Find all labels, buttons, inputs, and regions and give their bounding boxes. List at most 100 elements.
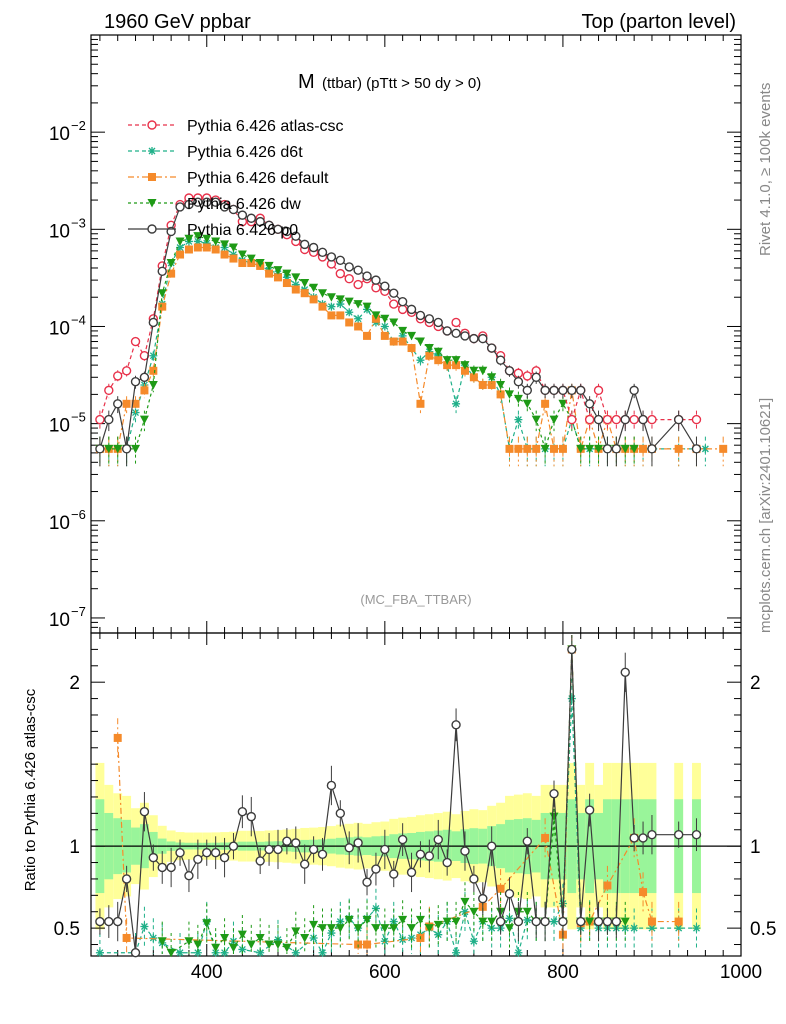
data-point <box>335 295 345 304</box>
ratio-point <box>371 924 381 933</box>
data-point <box>299 239 310 250</box>
ratio-y-tick-label: 2 <box>750 673 761 694</box>
data-point <box>167 269 176 278</box>
ratio-point <box>469 937 478 946</box>
data-point <box>691 444 702 454</box>
data-point <box>567 414 577 425</box>
data-point <box>549 385 559 396</box>
data-point <box>282 226 292 237</box>
ratio-point <box>139 807 150 817</box>
data-point <box>549 415 559 425</box>
ratio-point <box>478 893 488 904</box>
data-point <box>514 444 523 453</box>
ratio-point <box>176 948 185 957</box>
data-point <box>318 289 328 298</box>
data-point <box>380 314 390 324</box>
data-point <box>166 259 176 268</box>
ratio-point <box>469 874 479 884</box>
legend-marker <box>148 173 156 181</box>
data-point <box>113 399 123 409</box>
ratio-point <box>149 933 158 942</box>
data-point <box>540 444 550 454</box>
data-point <box>273 266 283 275</box>
data-point <box>398 326 408 336</box>
ratio-point <box>478 917 488 927</box>
ratio-point <box>620 667 630 678</box>
data-point <box>228 204 239 215</box>
ratio-point <box>344 843 354 853</box>
data-point <box>691 414 702 425</box>
ratio-point <box>389 924 399 933</box>
data-point <box>550 444 559 453</box>
data-point <box>291 280 300 289</box>
y-tick-label: 10 <box>49 416 70 437</box>
ratio-point <box>95 916 105 927</box>
data-point <box>237 250 247 260</box>
data-point <box>629 414 639 425</box>
main-ticks: 10−210−310−410−510−610−7 <box>49 34 742 634</box>
data-point <box>532 444 541 453</box>
ratio-point <box>629 833 639 843</box>
ratio-point <box>647 917 656 926</box>
data-point <box>104 414 114 425</box>
rivet-label: Rivet 4.1.0, ≥ 100k events <box>757 83 774 256</box>
data-point <box>175 202 185 212</box>
data-point <box>576 385 586 396</box>
legend-label: Pythia 6.426 default <box>187 170 329 187</box>
data-point <box>371 275 381 285</box>
main-series <box>95 193 728 467</box>
data-point <box>255 259 265 268</box>
data-point <box>113 444 123 454</box>
legend-marker <box>147 120 157 130</box>
y-tick-exponent: −2 <box>71 118 86 133</box>
ratio-point <box>602 916 613 927</box>
data-point <box>673 414 684 425</box>
data-point <box>487 380 496 389</box>
ratio-point <box>486 841 497 851</box>
data-point <box>389 318 399 327</box>
data-point <box>674 444 683 453</box>
data-point <box>273 273 282 282</box>
data-point <box>416 356 425 365</box>
ratio-point <box>166 862 176 873</box>
ratio-point <box>692 924 701 933</box>
data-point <box>291 231 301 241</box>
data-point <box>353 300 363 309</box>
ratio-point <box>504 924 514 933</box>
data-point <box>255 216 265 227</box>
ratio-point <box>184 870 194 881</box>
data-point <box>478 366 488 376</box>
series-2 <box>95 243 728 467</box>
data-point <box>424 344 434 353</box>
data-point <box>140 386 149 395</box>
data-point <box>576 444 586 454</box>
ratio-point <box>228 841 239 851</box>
ratio-point <box>335 808 346 819</box>
ratio-point <box>549 788 559 799</box>
ratio-point <box>424 924 434 933</box>
data-point <box>246 254 256 264</box>
legend-label: Pythia 6.426 dw <box>187 196 301 213</box>
data-point <box>434 356 443 365</box>
ratio-point <box>335 924 345 933</box>
ratio-point <box>211 943 221 953</box>
ratio-point <box>584 805 595 815</box>
ratio-point <box>291 927 301 936</box>
ratio-point <box>130 948 141 958</box>
series-4 <box>95 197 702 467</box>
data-point <box>149 366 158 375</box>
ratio-point <box>523 915 532 924</box>
ratio-point <box>514 948 523 957</box>
data-point <box>317 247 328 258</box>
data-point <box>282 279 291 288</box>
data-point <box>148 317 159 328</box>
data-point <box>442 326 452 336</box>
data-point <box>620 444 630 454</box>
data-point <box>273 224 283 235</box>
ratio-point <box>256 948 265 957</box>
ratio-point <box>415 849 426 860</box>
data-point <box>309 283 319 293</box>
data-point <box>460 361 470 370</box>
data-point <box>469 366 479 376</box>
data-point <box>345 308 354 317</box>
